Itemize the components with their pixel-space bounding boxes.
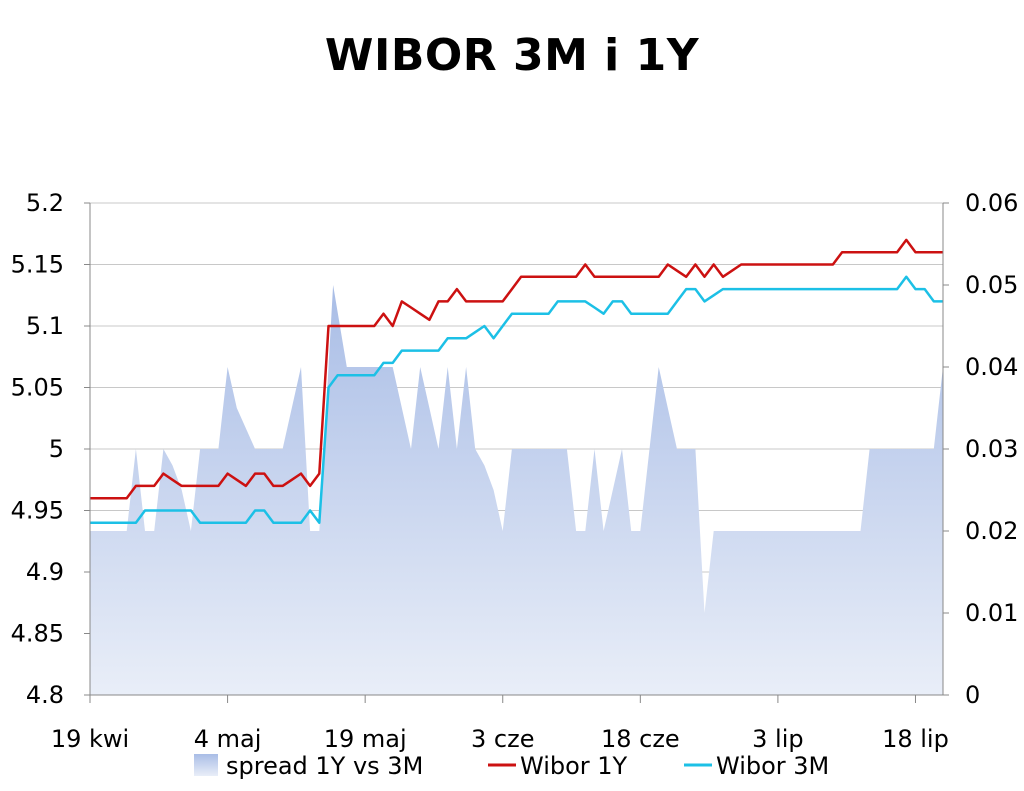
y-right-tick-label: 0.04: [965, 353, 1018, 381]
x-tick-label: 18 lip: [882, 725, 949, 753]
x-tick-label: 3 lip: [752, 725, 803, 753]
legend: spread 1Y vs 3M Wibor 1Y Wibor 3M: [194, 752, 829, 780]
axes: 4.8 4.85 4.9 4.95 5 5.05 5.1 5.15 5.2 0 0.01 0.02 0.…: [11, 189, 1019, 753]
chart-title: WIBOR 3M i 1Y: [324, 30, 700, 81]
y-left-tick-label: 4.85: [11, 620, 64, 648]
y-right-tick-label: 0.06: [965, 189, 1018, 217]
legend-label-wibor-1y: Wibor 1Y: [520, 752, 628, 780]
x-tick-label: 3 cze: [471, 725, 534, 753]
y-left-tick-label: 5.05: [11, 374, 64, 402]
legend-swatch-spread: [194, 754, 218, 776]
series-spread-area: [90, 285, 943, 695]
y-right-tick-label: 0.02: [965, 517, 1018, 545]
y-left-tick-label: 4.9: [26, 558, 64, 586]
y-left-tick-label: 5.1: [26, 312, 64, 340]
y-right-tick-label: 0.01: [965, 599, 1018, 627]
x-tick-label: 19 kwi: [51, 725, 129, 753]
series-wibor-3m-line: [90, 275, 943, 525]
spread-area-layer: [90, 285, 943, 695]
series-wibor-1y-line: [90, 238, 943, 500]
y-left-tick-label: 5: [49, 435, 64, 463]
legend-label-wibor-3m: Wibor 3M: [716, 752, 829, 780]
line-series-layer: [90, 238, 943, 525]
y-left-tick-label: 4.95: [11, 497, 64, 525]
x-tick-label: 19 maj: [324, 725, 407, 753]
y-left-tick-label: 4.8: [26, 681, 64, 709]
x-tick-label: 4 maj: [194, 725, 262, 753]
y-right-tick-label: 0.03: [965, 435, 1018, 463]
y-right-tick-label: 0.05: [965, 271, 1018, 299]
y-left-tick-label: 5.2: [26, 189, 64, 217]
y-left-tick-label: 5.15: [11, 251, 64, 279]
x-tick-label: 18 cze: [601, 725, 680, 753]
y-right-tick-label: 0: [965, 681, 980, 709]
legend-label-spread: spread 1Y vs 3M: [226, 752, 423, 780]
